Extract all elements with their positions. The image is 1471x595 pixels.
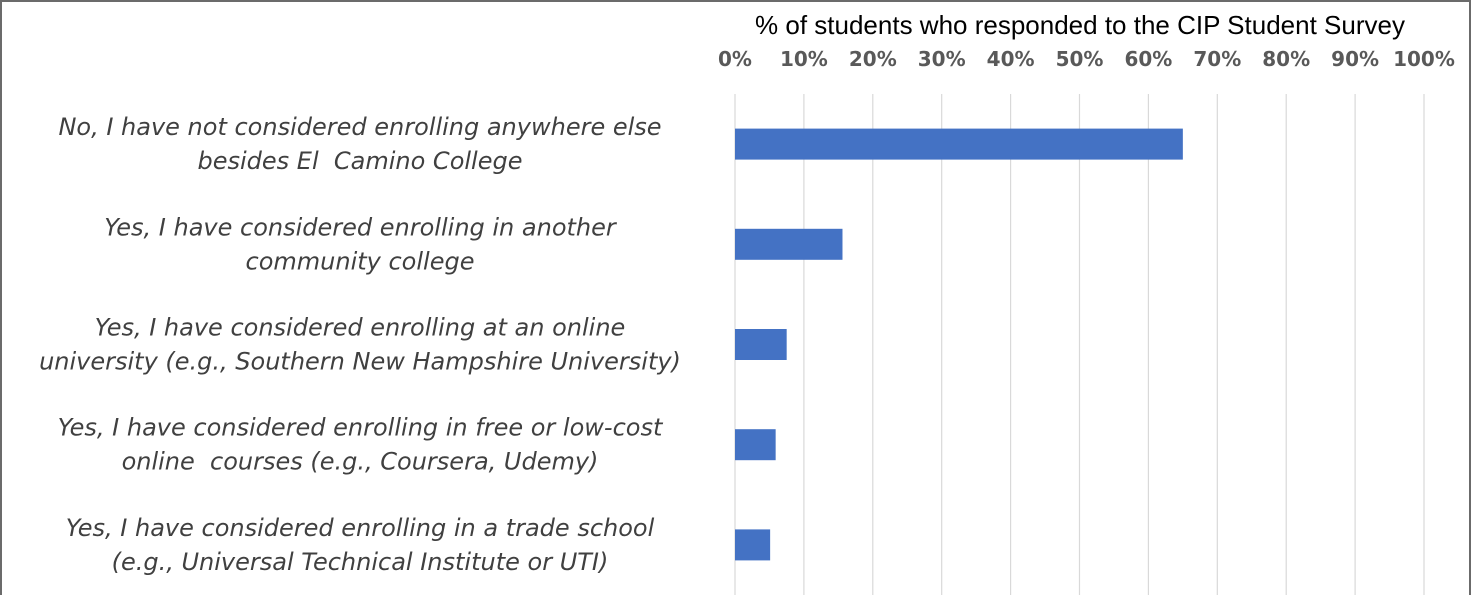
x-tick-label: 30% bbox=[918, 47, 966, 71]
category-label: No, I have not considered enrolling anyw… bbox=[58, 113, 661, 141]
bar bbox=[735, 128, 1183, 160]
x-tick-label: 10% bbox=[780, 47, 828, 71]
category-label: Yes, I have considered enrolling in free… bbox=[58, 414, 664, 442]
x-tick-label: 70% bbox=[1193, 47, 1241, 71]
category-label: university (e.g., Southern New Hampshire… bbox=[39, 348, 681, 376]
x-axis-title: % of students who responded to the CIP S… bbox=[755, 10, 1405, 40]
x-tick-label: 0% bbox=[718, 47, 752, 71]
category-labels: No, I have not considered enrolling anyw… bbox=[39, 113, 681, 576]
category-label: Yes, I have considered enrolling at an o… bbox=[95, 314, 626, 342]
bar bbox=[735, 329, 787, 360]
x-tick-label: 40% bbox=[987, 47, 1035, 71]
x-tick-label: 80% bbox=[1262, 47, 1310, 71]
category-label: besides El Camino College bbox=[198, 147, 523, 175]
x-tick-label: 50% bbox=[1056, 47, 1104, 71]
category-label: community college bbox=[246, 247, 475, 275]
bar bbox=[735, 429, 776, 461]
x-tick-label: 20% bbox=[849, 47, 897, 71]
category-label: Yes, I have considered enrolling in anot… bbox=[104, 213, 618, 241]
x-tick-label: 90% bbox=[1331, 47, 1379, 71]
category-label: (e.g., Universal Technical Institute or … bbox=[112, 548, 609, 576]
category-label: Yes, I have considered enrolling in a tr… bbox=[66, 514, 655, 542]
bar bbox=[735, 228, 843, 260]
x-tick-label: 60% bbox=[1124, 47, 1172, 71]
category-label: online courses (e.g., Coursera, Udemy) bbox=[122, 448, 599, 476]
x-axis-ticks: 0% 10% 20% 30% 40% 50% 60% 70% 80% 90% 100% bbox=[718, 47, 1455, 71]
bars bbox=[735, 128, 1183, 561]
gridlines bbox=[734, 94, 1425, 595]
bar bbox=[735, 529, 771, 561]
x-tick-label: 100% bbox=[1393, 47, 1455, 71]
